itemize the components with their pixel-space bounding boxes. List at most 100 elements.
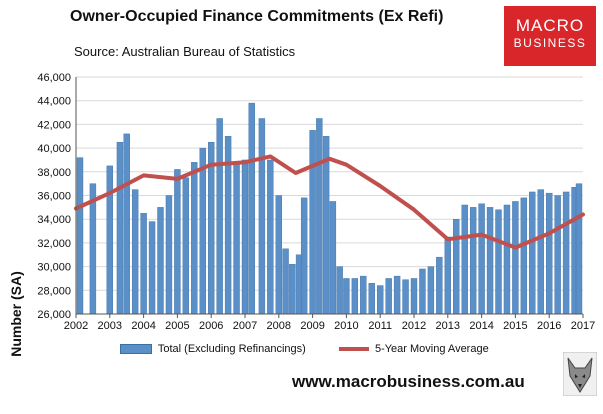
bar — [316, 118, 323, 315]
bar — [174, 169, 181, 315]
bar — [478, 203, 485, 315]
bar — [495, 209, 502, 315]
bar — [289, 264, 296, 315]
bar — [427, 266, 435, 315]
y-tick-label: 42,000 — [37, 119, 71, 131]
x-tick-label: 2007 — [233, 320, 257, 332]
x-tick-label: 2017 — [571, 320, 595, 332]
x-tick-label: 2005 — [165, 320, 189, 332]
y-tick-label: 28,000 — [37, 285, 71, 297]
bar — [199, 147, 206, 315]
x-tick-label: 2008 — [267, 320, 291, 332]
legend: Total (Excluding Refinancings) 5-Year Mo… — [120, 343, 519, 355]
bar — [453, 218, 460, 315]
bar — [562, 191, 570, 315]
bar — [300, 197, 308, 315]
bar — [537, 189, 544, 315]
bar — [140, 213, 147, 315]
y-tick-labels: 26,000 28,000 30,000 32,000 34,000 36,000 38,0… — [37, 72, 71, 321]
x-tick-label: 2015 — [503, 320, 527, 332]
x-tick-label: 2014 — [469, 320, 493, 332]
y-tick-label: 26,000 — [37, 309, 71, 321]
y-tick-label: 46,000 — [37, 72, 71, 84]
bar — [554, 195, 561, 315]
bar — [241, 159, 249, 315]
bar — [546, 192, 553, 315]
y-tick-label: 34,000 — [37, 214, 71, 226]
bar — [282, 248, 289, 315]
bar — [368, 282, 375, 315]
bar — [116, 141, 124, 315]
x-tick-label: 2016 — [537, 320, 561, 332]
bar — [385, 278, 392, 315]
legend-label-line: 5-Year Moving Average — [374, 343, 489, 356]
bar — [76, 157, 84, 315]
bar — [343, 278, 350, 315]
bar — [216, 118, 223, 315]
x-tick-label: 2002 — [64, 320, 88, 332]
bar — [393, 275, 401, 315]
bar — [157, 207, 164, 315]
logo-line-1: MACRO — [515, 16, 585, 35]
bar — [191, 162, 198, 315]
finance-commitments-chart: 26,000 28,000 30,000 32,000 34,000 36,000 38,0… — [37, 72, 595, 332]
x-tick-label: 2011 — [368, 320, 392, 332]
axes — [75, 77, 584, 318]
chart-source: Source: Australian Bureau of Statistics — [74, 44, 296, 59]
bar — [377, 285, 384, 315]
bar — [419, 268, 426, 315]
footer-url: www.macrobusiness.com.au — [292, 372, 525, 391]
bar — [503, 204, 511, 315]
bar — [165, 195, 173, 315]
moving-average-series — [74, 154, 585, 250]
bar — [436, 256, 443, 315]
bar — [469, 207, 477, 315]
y-tick-label: 38,000 — [37, 167, 71, 179]
bar — [131, 189, 139, 315]
bar — [123, 133, 130, 315]
bar — [329, 201, 337, 315]
bar — [529, 191, 536, 315]
x-tick-label: 2013 — [436, 320, 460, 332]
bar — [520, 197, 528, 315]
x-tick-label: 2006 — [199, 320, 223, 332]
bar — [360, 275, 367, 315]
bar — [444, 236, 451, 315]
bar — [461, 204, 468, 315]
x-tick-label: 2004 — [131, 320, 155, 332]
bar — [309, 130, 316, 315]
y-tick-label: 40,000 — [37, 143, 71, 155]
legend-label-bars: Total (Excluding Refinancings) — [157, 343, 306, 356]
bar — [351, 278, 359, 315]
x-tick-label: 2009 — [300, 320, 324, 332]
y-tick-label: 36,000 — [37, 191, 71, 203]
bar — [402, 279, 409, 315]
bar-series — [76, 102, 583, 315]
bar — [182, 177, 190, 315]
bar — [148, 221, 156, 315]
bar — [575, 183, 583, 315]
x-tick-label: 2010 — [334, 320, 358, 332]
bar — [275, 195, 282, 315]
bar — [106, 165, 113, 315]
legend-item-line: 5-Year Moving Average — [338, 343, 489, 356]
x-tick-labels: 2002 2003 2004 2005 2006 2007 2008 2009 2010 2011… — [64, 320, 595, 332]
bar — [208, 141, 215, 315]
x-tick-label: 2003 — [98, 320, 122, 332]
x-tick-label: 2012 — [402, 320, 426, 332]
logo-line-2: BUSINESS — [513, 36, 587, 50]
legend-bar-swatch — [120, 344, 152, 355]
bar — [248, 102, 255, 315]
bar — [410, 278, 418, 315]
legend-line-swatch — [338, 347, 369, 352]
y-tick-label: 32,000 — [37, 238, 71, 250]
bar — [267, 159, 274, 315]
macrobusiness-logo: MACRO BUSINESS — [504, 6, 596, 66]
moving-average-line — [74, 154, 585, 250]
y-tick-label: 30,000 — [37, 262, 71, 274]
y-tick-label: 44,000 — [37, 96, 71, 108]
legend-item-bars: Total (Excluding Refinancings) — [120, 343, 306, 355]
bar — [336, 266, 343, 315]
bar — [486, 207, 494, 315]
bar — [233, 162, 240, 315]
